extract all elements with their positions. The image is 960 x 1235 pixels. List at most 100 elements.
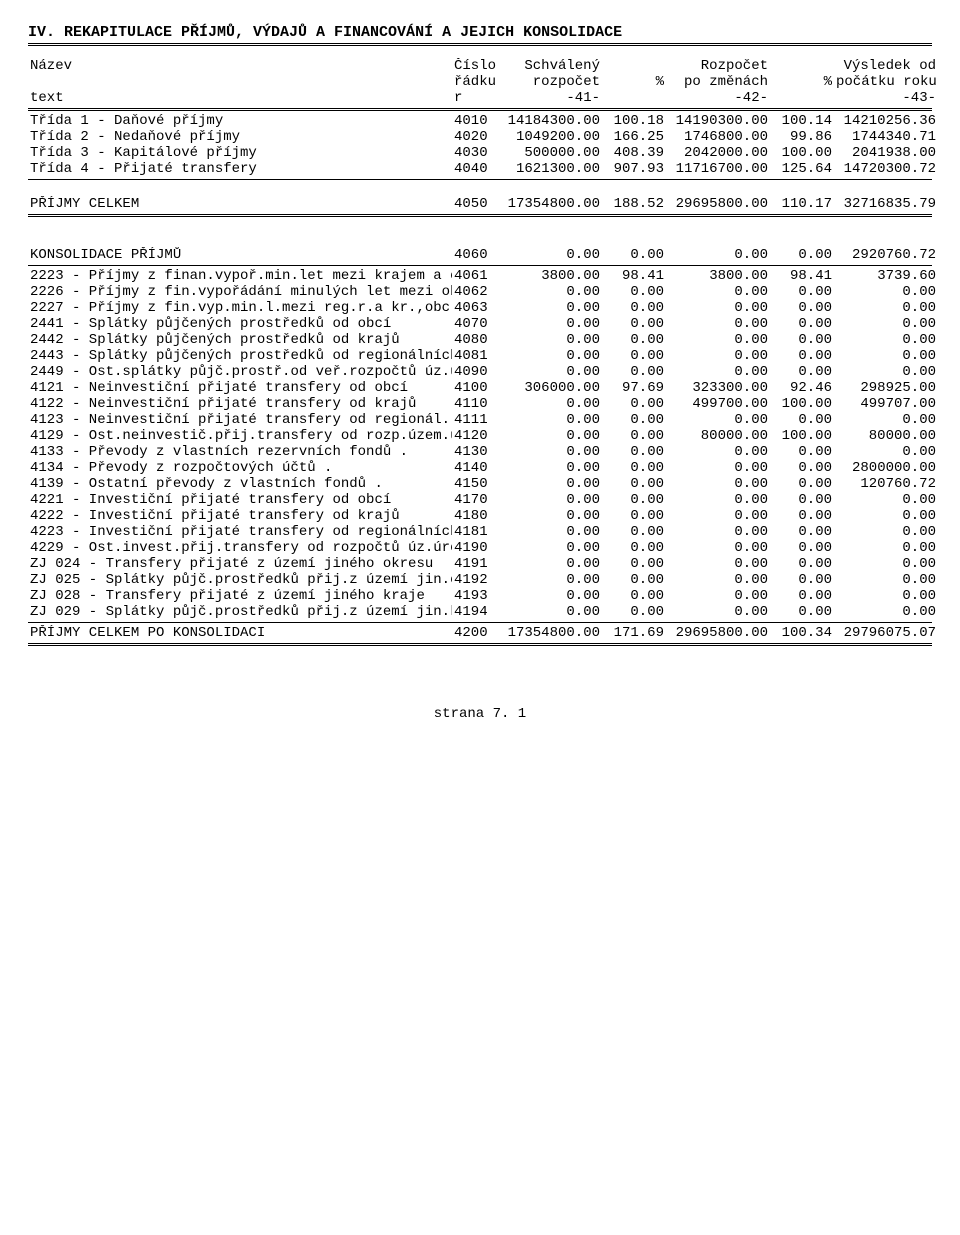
cell: 80000.00	[834, 428, 938, 444]
cell: 4140	[452, 460, 498, 476]
cell: 0.00	[770, 460, 834, 476]
cell: 4130	[452, 444, 498, 460]
cell: 4030	[452, 145, 498, 161]
cell: 0.00	[770, 476, 834, 492]
cell: 298925.00	[834, 380, 938, 396]
cell: 2800000.00	[834, 460, 938, 476]
cell: 4062	[452, 284, 498, 300]
cell: 0.00	[770, 316, 834, 332]
cell: 0.00	[770, 572, 834, 588]
cell: 4010	[452, 113, 498, 129]
title-border	[28, 43, 932, 46]
cell: 0.00	[498, 556, 602, 572]
cell: 500000.00	[498, 145, 602, 161]
cell: 0.00	[770, 284, 834, 300]
header-row-3: text r -41- -42- -43-	[28, 90, 938, 106]
table-row: 2223 - Příjmy z finan.vypoř.min.let mezi…	[28, 268, 938, 284]
table-row: 4122 - Neinvestiční přijaté transfery od…	[28, 396, 938, 412]
cell: 0.00	[498, 540, 602, 556]
table-row: 4223 - Investiční přijaté transfery od r…	[28, 524, 938, 540]
hdr-r: Číslo	[452, 58, 498, 74]
cell: 4123 - Neinvestiční přijaté transfery od…	[28, 412, 452, 428]
cell: 0.00	[498, 247, 602, 263]
cell: 3800.00	[666, 268, 770, 284]
cell: 4090	[452, 364, 498, 380]
cell: 4061	[452, 268, 498, 284]
cell: ZJ 024 - Transfery přijaté z území jinéh…	[28, 556, 452, 572]
hdr-p2	[770, 58, 834, 74]
hdr-41: rozpočet	[498, 74, 602, 90]
cell: 4080	[452, 332, 498, 348]
cell: 0.00	[498, 284, 602, 300]
cell: 0.00	[834, 604, 938, 620]
cell: 4111	[452, 412, 498, 428]
cell: 0.00	[602, 540, 666, 556]
cell: 0.00	[770, 412, 834, 428]
cell: 0.00	[602, 604, 666, 620]
cell: 4221 - Investiční přijaté transfery od o…	[28, 492, 452, 508]
cell: 0.00	[666, 572, 770, 588]
cell: 0.00	[602, 588, 666, 604]
hdr-text: text	[28, 90, 452, 106]
header-table: Název Číslo Schválený Rozpočet Výsledek …	[28, 58, 938, 106]
cell: 0.00	[834, 588, 938, 604]
table-row: Třída 1 - Daňové příjmy401014184300.0010…	[28, 113, 938, 129]
hdr-p1: %	[602, 74, 666, 90]
cell: 0.00	[834, 348, 938, 364]
cell: 0.00	[666, 444, 770, 460]
table-row: PŘÍJMY CELKEM405017354800.00188.52296958…	[28, 196, 938, 212]
cell: 100.00	[770, 396, 834, 412]
cell: 14720300.72	[834, 161, 938, 177]
table-row: 4139 - Ostatní převody z vlastních fondů…	[28, 476, 938, 492]
table-section: KONSOLIDACE PŘÍJMŮ40600.000.000.000.0029…	[28, 247, 938, 263]
cell: Třída 1 - Daňové příjmy	[28, 113, 452, 129]
cell: 2442 - Splátky půjčených prostředků od k…	[28, 332, 452, 348]
cell: Třída 4 - Přijaté transfery	[28, 161, 452, 177]
cell: 2443 - Splátky půjčených prostředků od r…	[28, 348, 452, 364]
table-section: PŘÍJMY CELKEM PO KONSOLIDACI420017354800…	[28, 625, 938, 641]
cell: 4060	[452, 247, 498, 263]
cell: 0.00	[498, 316, 602, 332]
cell: Třída 2 - Nedaňové příjmy	[28, 129, 452, 145]
cell: 4150	[452, 476, 498, 492]
cell: 0.00	[770, 300, 834, 316]
cell: 323300.00	[666, 380, 770, 396]
cell: 0.00	[498, 588, 602, 604]
cell: 171.69	[602, 625, 666, 641]
cell: 125.64	[770, 161, 834, 177]
cell: 4081	[452, 348, 498, 364]
cell: 0.00	[834, 412, 938, 428]
cell: 0.00	[666, 364, 770, 380]
section-border	[28, 179, 932, 180]
cell: 11716700.00	[666, 161, 770, 177]
cell: 100.14	[770, 113, 834, 129]
cell: 120760.72	[834, 476, 938, 492]
section-border	[28, 643, 932, 646]
cell: 0.00	[498, 396, 602, 412]
cell: 32716835.79	[834, 196, 938, 212]
cell: PŘÍJMY CELKEM	[28, 196, 452, 212]
cell: 4190	[452, 540, 498, 556]
hdr-p1	[602, 90, 666, 106]
cell: 4193	[452, 588, 498, 604]
cell: 0.00	[834, 444, 938, 460]
cell: 2042000.00	[666, 145, 770, 161]
cell: 2227 - Příjmy z fin.vyp.min.l.mezi reg.r…	[28, 300, 452, 316]
cell: 499700.00	[666, 396, 770, 412]
table-row: ZJ 028 - Transfery přijaté z území jinéh…	[28, 588, 938, 604]
cell: 0.00	[770, 332, 834, 348]
cell: PŘÍJMY CELKEM PO KONSOLIDACI	[28, 625, 452, 641]
cell: 4192	[452, 572, 498, 588]
cell: ZJ 025 - Splátky půjč.prostředků přij.z …	[28, 572, 452, 588]
cell: 4121 - Neinvestiční přijaté transfery od…	[28, 380, 452, 396]
cell: 80000.00	[666, 428, 770, 444]
cell: 0.00	[770, 348, 834, 364]
cell: 17354800.00	[498, 625, 602, 641]
table-row: ZJ 029 - Splátky půjč.prostředků přij.z …	[28, 604, 938, 620]
cell: 14210256.36	[834, 113, 938, 129]
cell: 4129 - Ost.neinvestič.přij.transfery od …	[28, 428, 452, 444]
cell: 0.00	[602, 428, 666, 444]
cell: 3739.60	[834, 268, 938, 284]
cell: 0.00	[602, 332, 666, 348]
cell: 1049200.00	[498, 129, 602, 145]
